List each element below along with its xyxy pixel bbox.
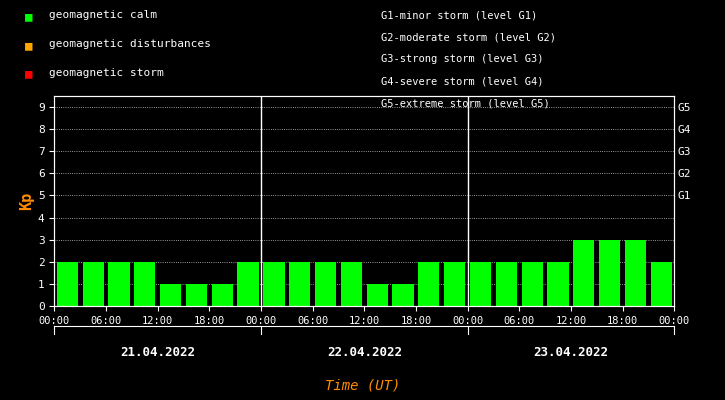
Bar bbox=[289, 262, 310, 306]
Bar bbox=[392, 284, 414, 306]
Text: geomagnetic calm: geomagnetic calm bbox=[49, 10, 157, 20]
Bar bbox=[108, 262, 130, 306]
Text: ■: ■ bbox=[25, 10, 33, 23]
Bar bbox=[238, 262, 259, 306]
Text: G3-strong storm (level G3): G3-strong storm (level G3) bbox=[381, 54, 543, 64]
Bar bbox=[470, 262, 491, 306]
Bar bbox=[160, 284, 181, 306]
Bar bbox=[444, 262, 465, 306]
Text: 23.04.2022: 23.04.2022 bbox=[534, 346, 608, 359]
Bar bbox=[341, 262, 362, 306]
Text: geomagnetic disturbances: geomagnetic disturbances bbox=[49, 39, 211, 49]
Bar bbox=[134, 262, 155, 306]
Text: 22.04.2022: 22.04.2022 bbox=[327, 346, 402, 359]
Bar bbox=[625, 240, 646, 306]
Bar bbox=[263, 262, 284, 306]
Bar bbox=[315, 262, 336, 306]
Text: G2-moderate storm (level G2): G2-moderate storm (level G2) bbox=[381, 32, 555, 42]
Bar bbox=[212, 284, 233, 306]
Text: ■: ■ bbox=[25, 68, 33, 81]
Bar bbox=[496, 262, 517, 306]
Text: geomagnetic storm: geomagnetic storm bbox=[49, 68, 164, 78]
Text: 21.04.2022: 21.04.2022 bbox=[120, 346, 195, 359]
Text: G1-minor storm (level G1): G1-minor storm (level G1) bbox=[381, 10, 537, 20]
Bar bbox=[599, 240, 621, 306]
Bar bbox=[547, 262, 568, 306]
Y-axis label: Kp: Kp bbox=[19, 192, 34, 210]
Bar bbox=[521, 262, 543, 306]
Text: ■: ■ bbox=[25, 39, 33, 52]
Bar bbox=[57, 262, 78, 306]
Text: G4-severe storm (level G4): G4-severe storm (level G4) bbox=[381, 76, 543, 86]
Bar bbox=[418, 262, 439, 306]
Bar bbox=[573, 240, 594, 306]
Text: G5-extreme storm (level G5): G5-extreme storm (level G5) bbox=[381, 98, 550, 108]
Bar bbox=[186, 284, 207, 306]
Text: Time (UT): Time (UT) bbox=[325, 379, 400, 393]
Bar bbox=[83, 262, 104, 306]
Bar bbox=[367, 284, 388, 306]
Bar bbox=[651, 262, 672, 306]
